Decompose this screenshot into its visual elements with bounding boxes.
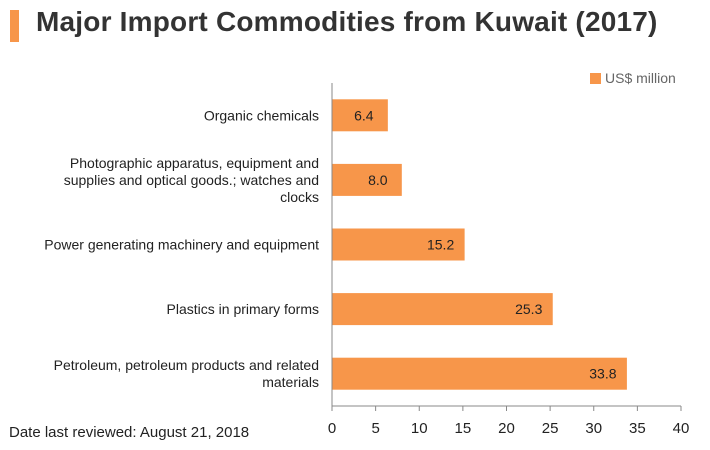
bar [332, 163, 402, 196]
bar-value-label: 8.0 [368, 172, 388, 188]
bar-value-label: 33.8 [589, 366, 616, 382]
title-accent-bar [10, 10, 19, 42]
category-label: materials [262, 374, 319, 390]
bar [332, 228, 465, 261]
chart-title: Major Import Commodities from Kuwait (20… [36, 6, 658, 37]
x-tick-label: 30 [585, 420, 602, 437]
x-tick-label: 5 [371, 420, 379, 437]
bar-value-label: 6.4 [354, 107, 374, 123]
category-label: Power generating machinery and equipment [44, 237, 319, 253]
bar [332, 293, 553, 326]
bar-value-label: 15.2 [427, 237, 454, 253]
bar [332, 357, 627, 390]
category-label: clocks [280, 189, 319, 205]
x-tick-label: 25 [542, 420, 559, 437]
x-tick-label: 15 [455, 420, 472, 437]
category-label: Plastics in primary forms [167, 301, 319, 317]
legend: US$ million [590, 70, 676, 86]
x-tick-label: 10 [411, 420, 428, 437]
legend-swatch [590, 72, 601, 84]
category-label: supplies and optical goods.; watches and [64, 172, 319, 188]
date-reviewed: Date last reviewed: August 21, 2018 [9, 424, 250, 441]
x-tick-label: 35 [629, 420, 646, 437]
category-label: Organic chemicals [204, 107, 319, 123]
category-label: Photographic apparatus, equipment and [70, 155, 319, 171]
bar-value-label: 25.3 [515, 301, 542, 317]
category-label: Petroleum, petroleum products and relate… [54, 357, 319, 373]
x-tick-label: 40 [673, 420, 690, 437]
bar [332, 99, 388, 132]
legend-label: US$ million [605, 70, 676, 86]
x-tick-label: 0 [328, 420, 336, 437]
x-tick-label: 20 [498, 420, 515, 437]
